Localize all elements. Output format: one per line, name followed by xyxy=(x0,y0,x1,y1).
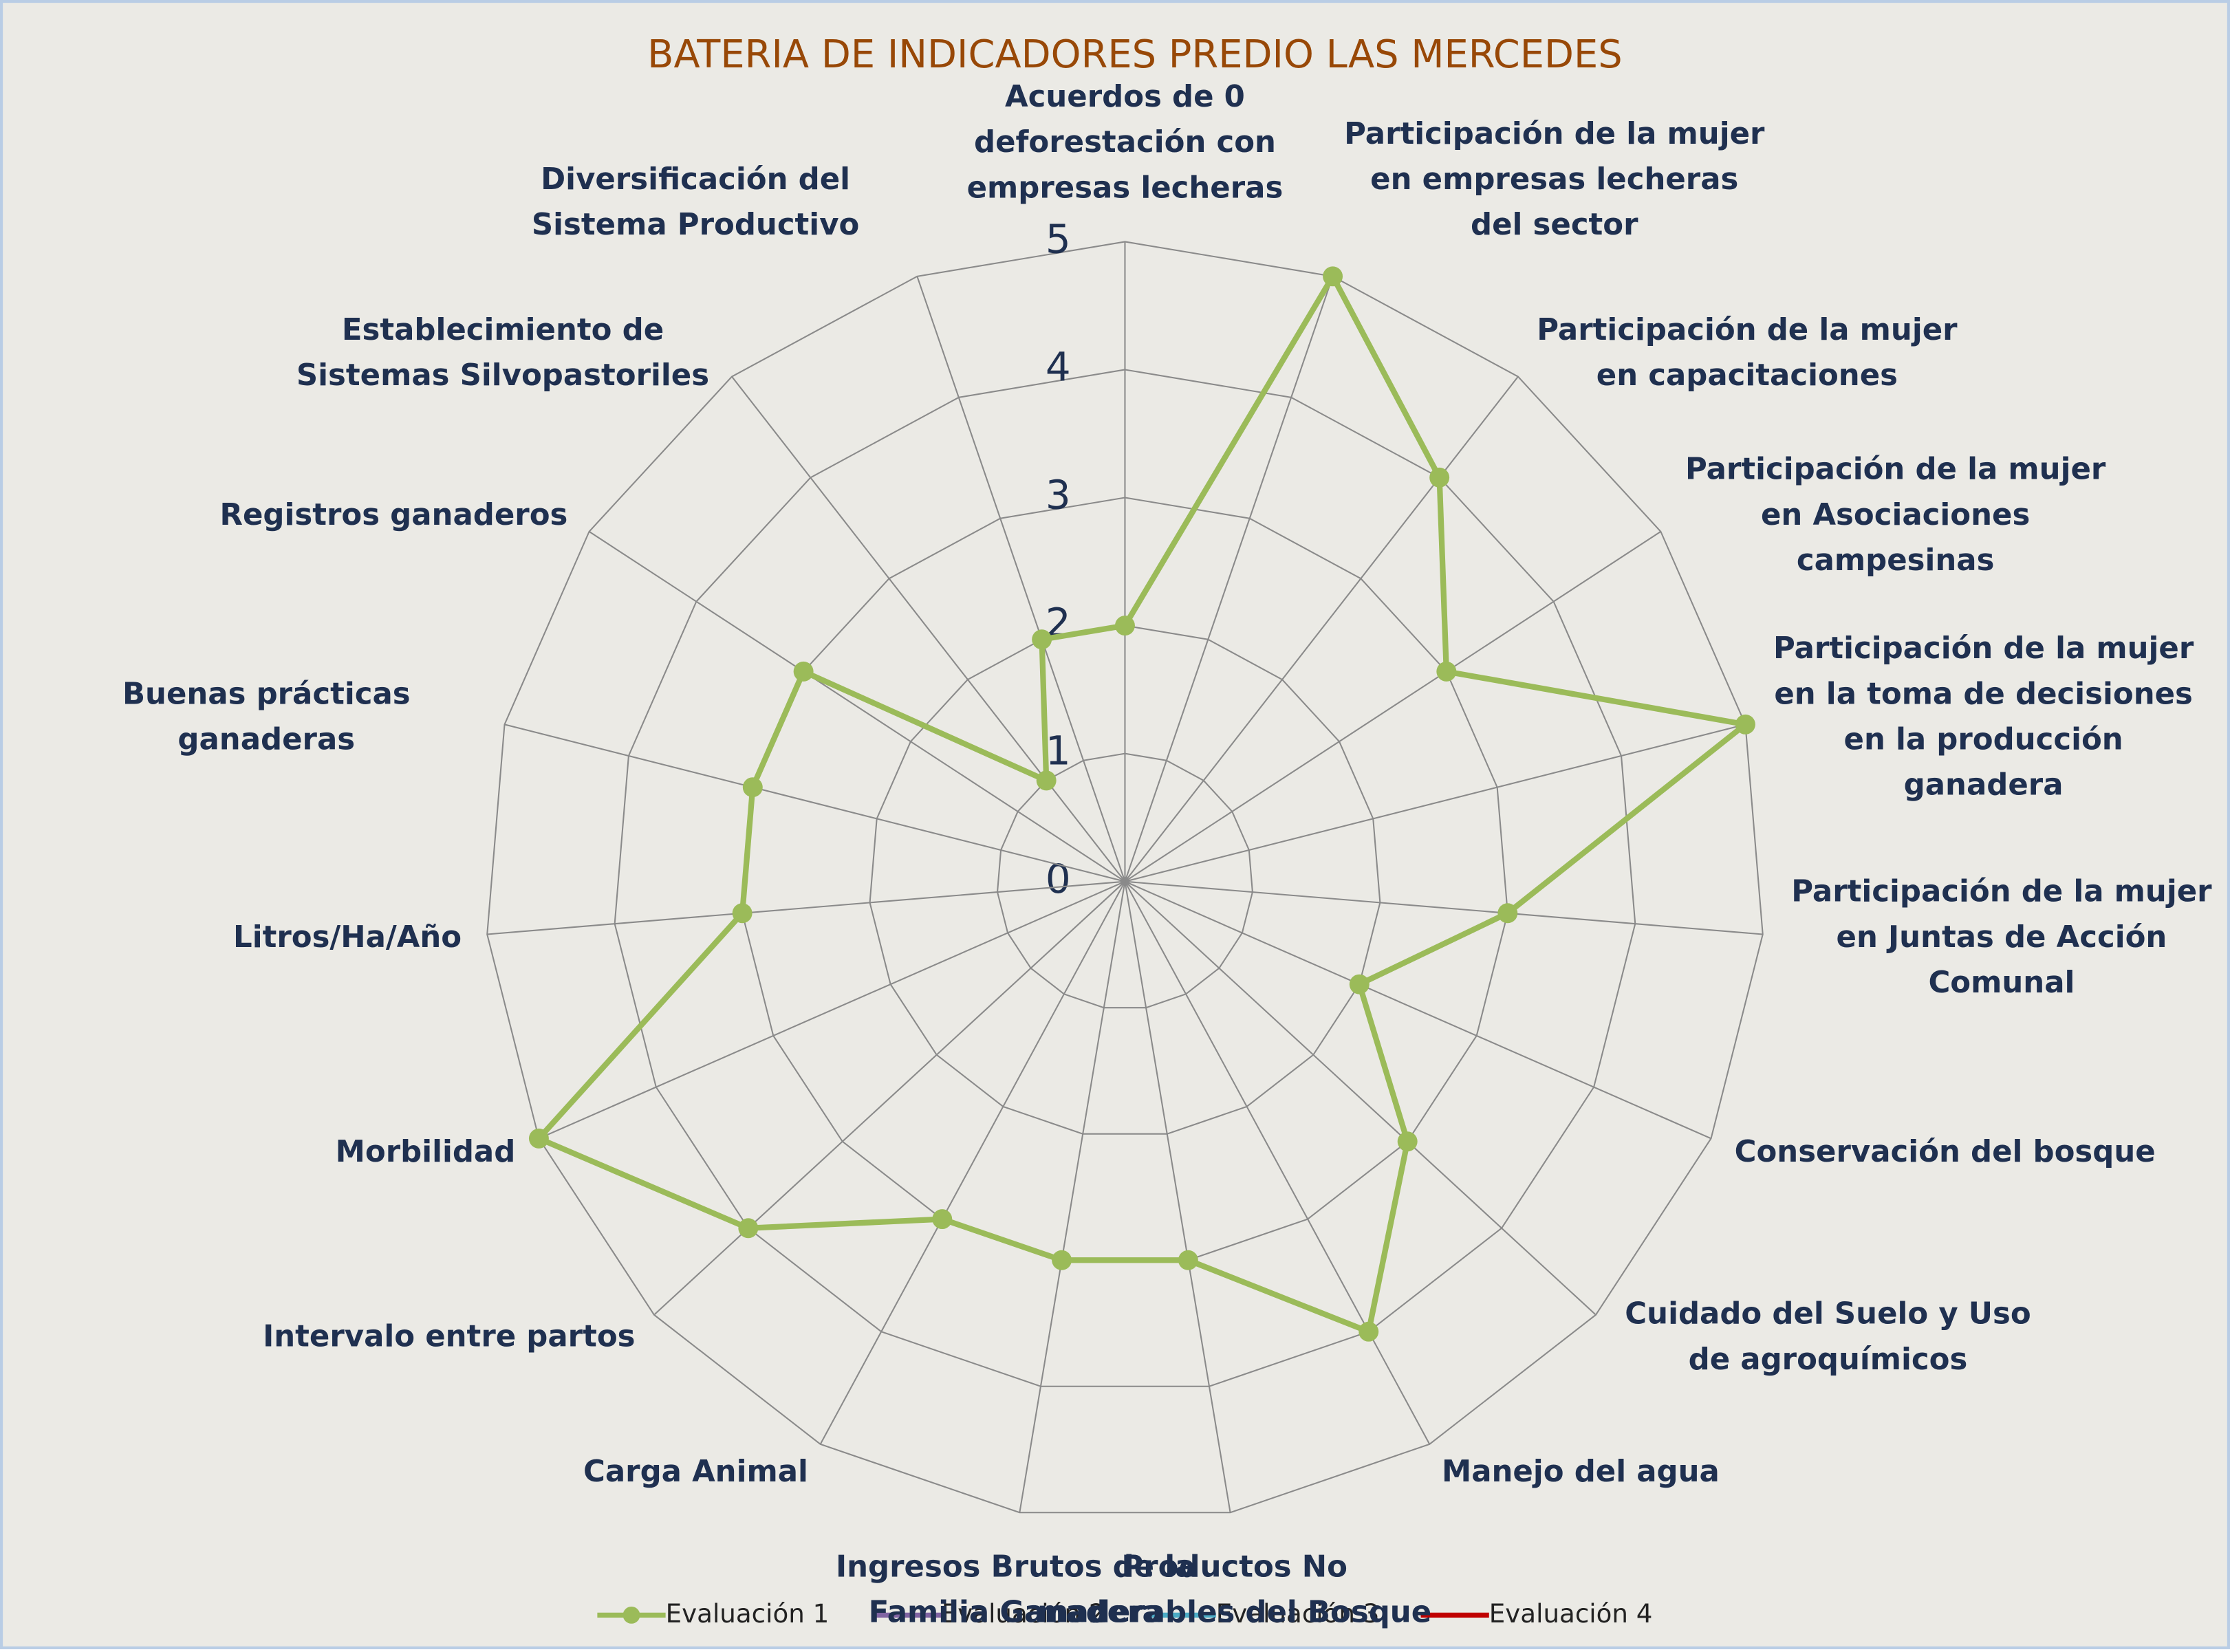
legend-label: Evaluación 4 xyxy=(1489,1598,1653,1629)
series-marker xyxy=(528,1128,549,1149)
spoke xyxy=(1019,881,1126,1513)
r-tick-label: 1 xyxy=(1046,728,1071,774)
spoke xyxy=(539,880,1125,1140)
category-label: Participación de la mujer en la toma de … xyxy=(1773,631,2194,803)
legend-label: Evaluación 1 xyxy=(666,1598,830,1629)
category-label: Diversificación del Sistema Productivo xyxy=(531,161,860,241)
category-label: Conservación del bosque xyxy=(1734,1133,2156,1169)
series-marker xyxy=(1114,616,1135,636)
spoke xyxy=(1124,881,1231,1513)
spoke xyxy=(731,376,1126,882)
spoke xyxy=(504,724,1125,882)
series-marker xyxy=(1497,903,1518,924)
category-label: Cuidado del Suelo y Uso de agroquímicos xyxy=(1625,1296,2031,1376)
grid-ring xyxy=(996,752,1253,1009)
category-label: Registros ganaderos xyxy=(219,497,568,532)
series-marker xyxy=(738,1218,759,1239)
spoke xyxy=(653,880,1126,1316)
series-marker xyxy=(793,661,814,682)
category-label: Litros/Ha/Año xyxy=(233,920,462,955)
r-tick-label: 4 xyxy=(1046,344,1071,391)
legend-label: Evaluación 2 xyxy=(942,1598,1105,1629)
category-label: Participación de la mujer en capacitacio… xyxy=(1537,312,1958,392)
spoke xyxy=(819,881,1126,1445)
series-marker xyxy=(1358,1321,1379,1342)
grid-ring xyxy=(614,369,1636,1387)
legend-label: Evaluación 3 xyxy=(1216,1598,1380,1629)
spoke xyxy=(1124,880,1596,1316)
category-label: Intervalo entre partos xyxy=(263,1318,636,1354)
spoke xyxy=(1125,880,1763,935)
spoke xyxy=(1124,276,1334,882)
category-label: Buenas prácticas ganaderas xyxy=(122,677,411,757)
series-marker xyxy=(1436,661,1457,682)
series-marker xyxy=(932,1209,953,1230)
category-label: Productos No maderables del Bosque xyxy=(1037,1549,1432,1629)
series-marker xyxy=(1178,1250,1198,1270)
category-label: Morbilidad xyxy=(335,1133,516,1169)
category-label: Establecimiento de Sistemas Silvopastori… xyxy=(296,312,710,392)
spoke xyxy=(588,531,1126,882)
r-tick-label: 0 xyxy=(1046,856,1071,902)
series-marker xyxy=(1036,770,1057,791)
series-marker xyxy=(742,777,763,798)
category-label: Carga Animal xyxy=(583,1455,808,1489)
chart-title: BATERIA DE INDICADORES PREDIO LAS MERCED… xyxy=(647,32,1623,77)
spoke xyxy=(1125,724,1746,882)
series-marker xyxy=(1323,266,1343,287)
series-marker xyxy=(1397,1131,1418,1152)
series-marker xyxy=(1735,714,1755,735)
series-marker xyxy=(732,903,753,924)
spoke xyxy=(1124,531,1661,882)
category-label: Participación de la mujer en Juntas de A… xyxy=(1791,874,2212,1000)
spoke xyxy=(916,276,1126,882)
series-marker xyxy=(1349,974,1370,995)
legend-marker xyxy=(623,1606,640,1624)
series-marker xyxy=(1032,629,1052,650)
r-tick-label: 5 xyxy=(1046,216,1071,263)
chart-svg: BATERIA DE INDICADORES PREDIO LAS MERCED… xyxy=(486,32,1764,1629)
grid-ring xyxy=(486,241,1764,1514)
series-marker xyxy=(1429,467,1450,488)
category-label: Participación de la mujer en empresas le… xyxy=(1344,116,1765,241)
spoke xyxy=(487,880,1125,935)
category-label: Acuerdos de 0 deforestación con empresas… xyxy=(966,79,1284,205)
category-label: Participación de la mujer en Asociacione… xyxy=(1685,452,2106,577)
r-tick-label: 3 xyxy=(1046,472,1071,519)
grid-ring xyxy=(869,624,1381,1135)
spoke xyxy=(1124,881,1431,1445)
category-label: Manejo del agua xyxy=(1441,1455,1720,1489)
category-label: Ingresos Brutos de la Familia Ganadera xyxy=(835,1549,1195,1629)
spoke xyxy=(1124,376,1519,882)
spoke xyxy=(1125,880,1711,1140)
series-line xyxy=(536,273,1749,1335)
series-marker xyxy=(1052,1250,1072,1270)
